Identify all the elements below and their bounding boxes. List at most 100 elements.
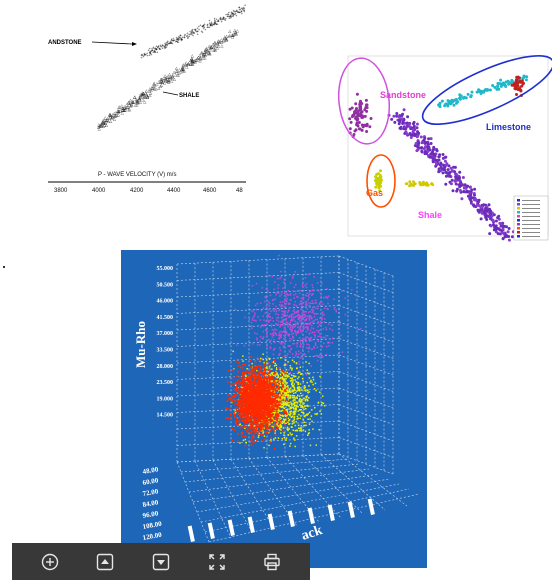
shale-point xyxy=(493,225,497,229)
red-point xyxy=(278,404,280,406)
red-point xyxy=(246,410,249,413)
yellow-point xyxy=(288,395,290,397)
red-point xyxy=(271,419,274,422)
yellow-point xyxy=(308,429,310,431)
yellow-point xyxy=(285,389,288,392)
sandstone-point: + xyxy=(159,46,162,51)
magenta-point xyxy=(274,281,276,283)
magenta-point xyxy=(251,319,254,321)
red-point xyxy=(234,407,237,410)
sandstone-point: + xyxy=(183,35,186,40)
shale-point: △ xyxy=(154,86,158,91)
yellow-point xyxy=(300,404,302,407)
grid-line xyxy=(320,454,386,511)
grid-line xyxy=(194,460,232,539)
magenta-point xyxy=(288,335,290,337)
shale-point: △ xyxy=(102,119,106,124)
sandstone-point: + xyxy=(207,25,210,30)
sandstone-point: + xyxy=(194,27,197,32)
red-point xyxy=(239,426,242,429)
red-point xyxy=(264,377,267,379)
magenta-point xyxy=(290,314,293,317)
magenta-point xyxy=(261,324,264,326)
yellow-point xyxy=(268,423,271,425)
red-point xyxy=(264,408,267,411)
yellow-point xyxy=(303,405,306,408)
magenta-point xyxy=(320,336,322,338)
magenta-point xyxy=(300,308,303,310)
limestone-point xyxy=(448,100,452,103)
red-point xyxy=(256,412,258,415)
limestone-point xyxy=(475,90,479,94)
red-point xyxy=(261,372,264,374)
red-point xyxy=(273,448,276,450)
legend-entry xyxy=(522,224,540,225)
magenta-point xyxy=(286,297,288,300)
yellow-point xyxy=(280,432,282,434)
red-point xyxy=(271,387,274,390)
magenta-point xyxy=(301,329,304,332)
shale-point xyxy=(400,114,403,118)
magenta-point xyxy=(279,277,281,280)
red-point xyxy=(253,400,256,403)
yellow-point xyxy=(308,397,310,399)
shale-point: △ xyxy=(167,79,171,84)
shale-point: △ xyxy=(132,99,136,104)
limestone-point xyxy=(462,96,465,100)
magenta-point xyxy=(256,344,259,346)
shale-point: △ xyxy=(149,91,153,96)
mu-rho-3d-figure: Mu-Rho 55.000 50.500 46.000 41.500 37.000 33.… xyxy=(121,250,427,568)
red-point xyxy=(242,409,245,411)
grid-line xyxy=(176,288,340,298)
red-point xyxy=(259,382,261,385)
red-point xyxy=(261,389,264,391)
yellow-point xyxy=(305,424,307,427)
sandstone-point: + xyxy=(179,35,182,40)
shale-point: △ xyxy=(225,37,229,42)
yellow-point xyxy=(312,428,314,430)
red-point xyxy=(276,405,279,407)
magenta-point xyxy=(298,314,301,316)
red-point xyxy=(264,380,267,383)
sandstone-point xyxy=(354,102,358,106)
magenta-point xyxy=(311,289,314,292)
magenta-point xyxy=(248,318,251,320)
shale-point xyxy=(477,198,481,202)
legend-swatch xyxy=(517,215,520,218)
magenta-point xyxy=(306,315,309,318)
red-point xyxy=(272,416,275,419)
magenta-point xyxy=(291,333,293,335)
red-point xyxy=(244,409,247,412)
shale-point: △ xyxy=(210,45,214,50)
red-point xyxy=(253,426,255,429)
red-point xyxy=(240,432,243,435)
sandstone-point: + xyxy=(208,24,211,29)
sandstone-point: + xyxy=(146,51,149,56)
shale-point xyxy=(471,196,475,200)
magenta-point xyxy=(293,303,296,306)
red-point xyxy=(275,408,277,411)
yellow-point xyxy=(296,381,299,384)
sandstone-point: + xyxy=(166,40,169,45)
red-point xyxy=(266,430,269,433)
red-point xyxy=(285,413,288,415)
shale-point xyxy=(427,137,431,141)
red-point xyxy=(285,420,287,423)
yellow-point xyxy=(281,372,283,374)
yellow-point xyxy=(293,375,295,378)
magenta-point xyxy=(309,290,312,292)
grid-line xyxy=(338,354,394,376)
yellow-point xyxy=(286,389,289,392)
shale-point: △ xyxy=(192,59,196,64)
legend-swatch xyxy=(517,223,520,226)
red-point xyxy=(246,400,249,403)
red-point xyxy=(246,401,249,404)
sandstone-point: + xyxy=(187,36,190,41)
shale-point: △ xyxy=(217,42,221,47)
magenta-point xyxy=(288,315,291,317)
magenta-point xyxy=(273,334,275,337)
magenta-point xyxy=(260,309,263,312)
sandstone-point: + xyxy=(215,22,218,27)
yellow-point xyxy=(285,386,287,388)
shale-point: △ xyxy=(106,116,110,121)
